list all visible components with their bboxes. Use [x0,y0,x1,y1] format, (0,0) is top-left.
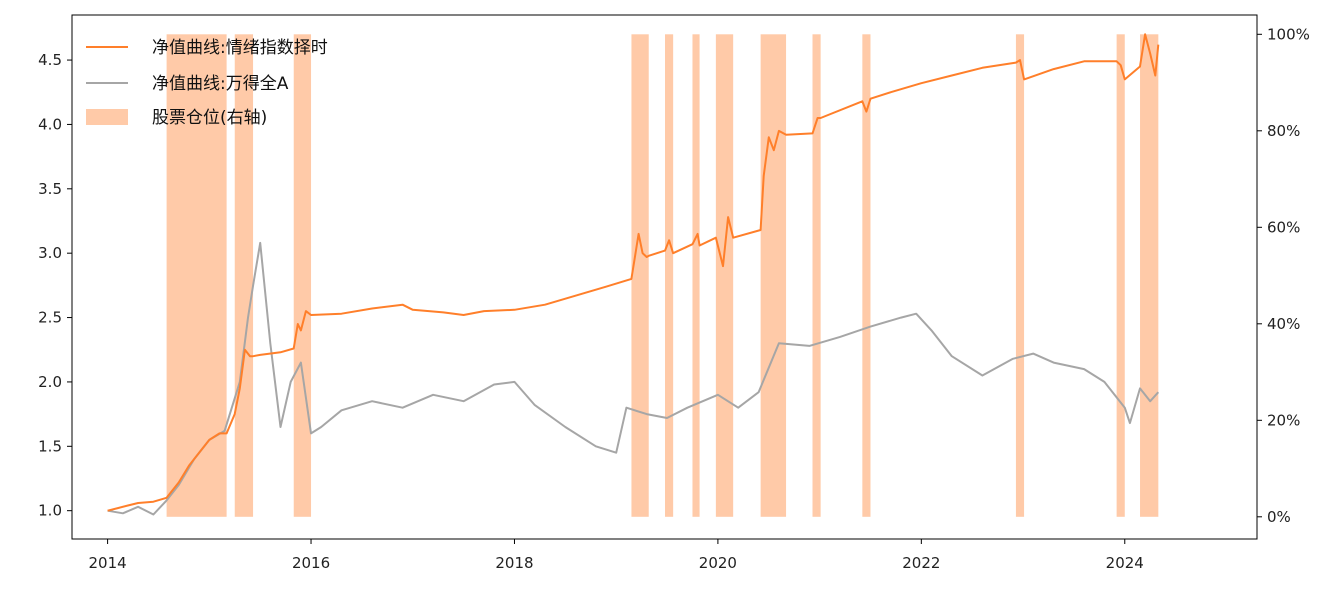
y-right-tick-label: 80% [1267,122,1300,140]
y-right-tick-label: 40% [1267,315,1300,333]
position-band [862,34,871,517]
y-left-tick-label: 4.0 [38,115,62,133]
position-band [812,34,821,517]
y-right-tick-label: 20% [1267,411,1300,429]
series-line-timing [107,33,1160,512]
legend: 净值曲线:情绪指数择时 净值曲线:万得全A 股票仓位(右轴) [86,38,328,128]
y-axis-right: 0% 20% 40% 60% 80% 100% [1257,25,1310,526]
y-left-tick-label: 1.0 [38,502,62,520]
y-left-tick-label: 2.5 [38,309,62,327]
x-axis: 2014 2016 2018 2020 2022 2024 [89,539,1144,572]
y-right-tick-label: 100% [1267,25,1310,43]
x-tick-label: 2018 [495,554,533,572]
position-band [1140,34,1159,517]
position-band [1116,34,1125,517]
y-left-tick-label: 1.5 [38,437,62,455]
net-value-lines [107,33,1160,516]
plot-frame [71,14,1258,540]
x-tick-label: 2014 [89,554,127,572]
x-tick-label: 2022 [902,554,940,572]
position-band [293,34,312,517]
position-band [692,34,700,517]
y-right-tick-label: 60% [1267,218,1300,236]
y-left-tick-label: 2.0 [38,373,62,391]
legend-label-wind: 净值曲线:万得全A [152,74,289,94]
position-band [166,34,227,517]
legend-label-position: 股票仓位(右轴) [152,108,267,128]
legend-label-timing: 净值曲线:情绪指数择时 [152,38,328,58]
position-bands [166,34,1159,517]
x-tick-label: 2024 [1106,554,1144,572]
position-band [760,34,787,517]
y-left-tick-label: 4.5 [38,51,62,69]
position-band [234,34,254,517]
y-axis-left: 1.0 1.5 2.0 2.5 3.0 3.5 4.0 4.5 [38,51,72,520]
y-left-tick-label: 3.0 [38,244,62,262]
x-tick-label: 2020 [699,554,737,572]
x-tick-label: 2016 [292,554,330,572]
y-right-tick-label: 0% [1267,508,1291,526]
position-band [715,34,734,517]
position-band [631,34,649,517]
y-left-tick-label: 3.5 [38,180,62,198]
position-band [1015,34,1025,517]
position-band [665,34,674,517]
legend-swatch-position [86,109,128,125]
